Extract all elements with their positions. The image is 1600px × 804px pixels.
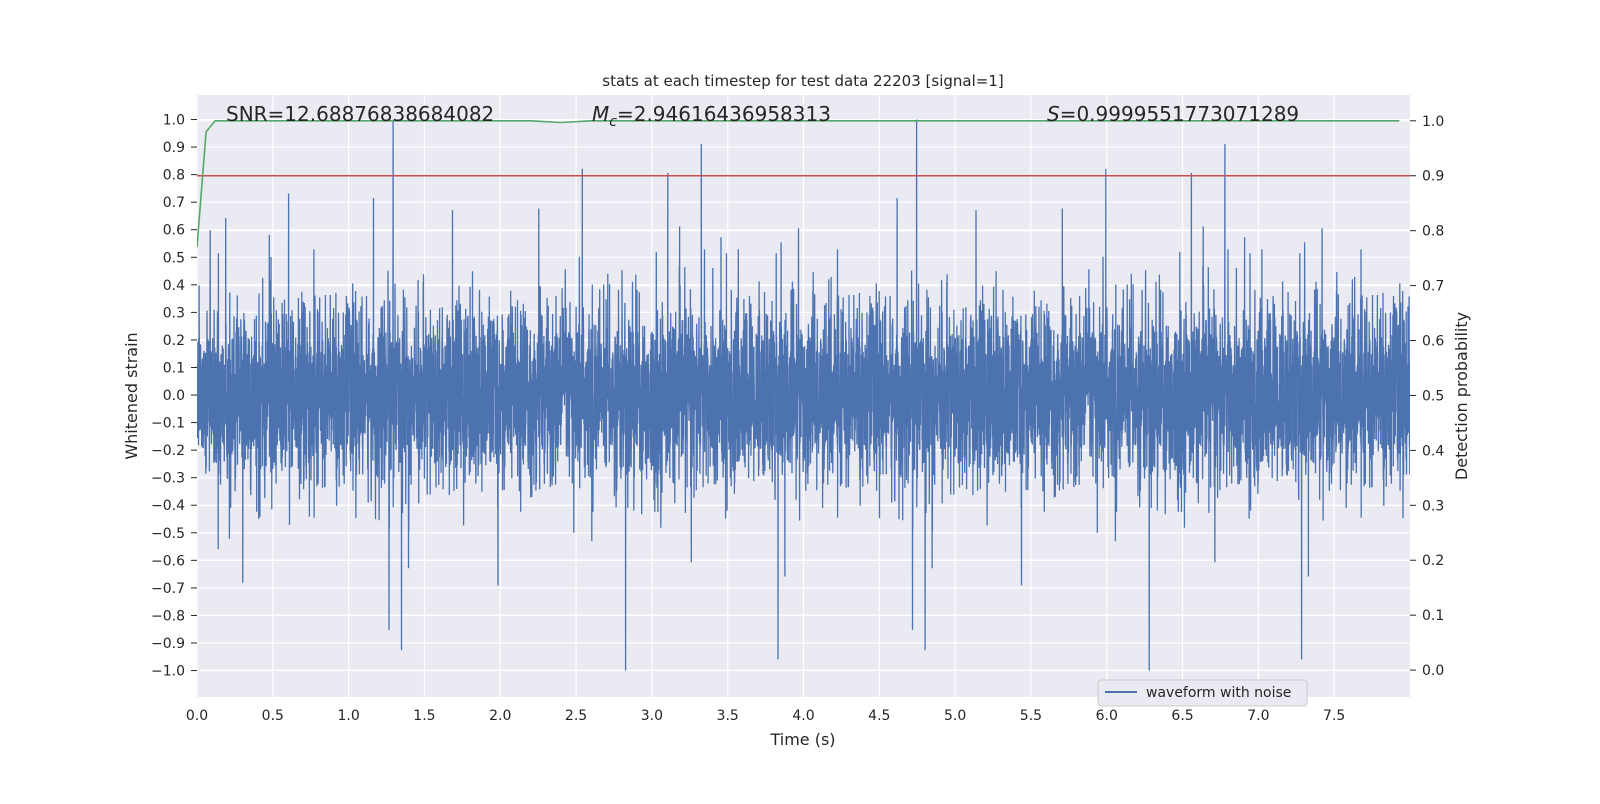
legend: waveform with noise xyxy=(1097,679,1308,707)
y-tick-label: 1.0 xyxy=(163,113,185,129)
x-tick-label: 6.0 xyxy=(1096,708,1118,724)
y-tick-label: 0.6 xyxy=(163,223,185,239)
y-tick-label: 0.3 xyxy=(163,305,185,321)
y-axis-label: Whitened strain xyxy=(122,332,141,459)
y2-tick-label: 0.4 xyxy=(1422,443,1444,459)
x-tick-label: 0.5 xyxy=(262,708,284,724)
x-tick-label: 5.0 xyxy=(944,708,966,724)
y-tick-label: −0.8 xyxy=(151,608,185,624)
y-tick-label: −0.9 xyxy=(151,636,185,652)
y-tick-label: −0.1 xyxy=(151,416,185,432)
x-tick-label: 1.0 xyxy=(337,708,359,724)
y-tick-label: 0.7 xyxy=(163,195,185,211)
s-value: =0.9999551773071289 xyxy=(1060,102,1299,126)
y-tick-label: −0.2 xyxy=(151,443,185,459)
y-tick-label: 0.0 xyxy=(163,388,185,404)
waveform-line xyxy=(197,119,1410,671)
mc-symbol: M xyxy=(592,102,609,126)
y-tick-label: 0.1 xyxy=(163,360,185,376)
y2-tick-label: 0.9 xyxy=(1422,169,1444,185)
x-tick-label: 3.0 xyxy=(641,708,663,724)
s-symbol: S xyxy=(1047,102,1060,126)
y2-axis-label: Detection probability xyxy=(1452,312,1471,480)
x-tick-label: 7.5 xyxy=(1323,708,1345,724)
y-tick-label: 0.8 xyxy=(163,168,185,184)
x-tick-label: 7.0 xyxy=(1247,708,1269,724)
x-tick-label: 0.0 xyxy=(186,708,208,724)
annotation-snr: SNR=12.68876838684082 xyxy=(226,102,494,126)
y2-tick-label: 1.0 xyxy=(1422,114,1444,130)
mc-sub: c xyxy=(609,114,617,130)
y2-tick-label: 0.6 xyxy=(1422,334,1444,350)
y2-tick-label: 0.2 xyxy=(1422,553,1444,569)
y2-tick-label: 0.3 xyxy=(1422,498,1444,514)
annotation-mc: Mc=2.94616436958313 xyxy=(592,102,831,130)
y-tick-label: −0.4 xyxy=(151,498,185,514)
x-tick-label: 4.0 xyxy=(792,708,814,724)
x-tick-label: 1.5 xyxy=(413,708,435,724)
legend-label: waveform with noise xyxy=(1146,685,1291,701)
y-tick-label: 0.5 xyxy=(163,250,185,266)
legend-box xyxy=(1097,679,1308,707)
y-tick-label: 0.2 xyxy=(163,333,185,349)
y2-tick-label: 0.0 xyxy=(1422,663,1444,679)
y-tick-label: −0.6 xyxy=(151,553,185,569)
x-tick-label: 4.5 xyxy=(868,708,890,724)
x-tick-label: 6.5 xyxy=(1171,708,1193,724)
y-tick-label: −0.3 xyxy=(151,471,185,487)
x-tick-label: 3.5 xyxy=(717,708,739,724)
x-axis-label: Time (s) xyxy=(769,730,835,749)
x-tick-label: 2.0 xyxy=(489,708,511,724)
y2-tick-label: 0.1 xyxy=(1422,608,1444,624)
y-tick-label: −1.0 xyxy=(151,664,185,680)
y-tick-label: 0.4 xyxy=(163,278,185,294)
detection-probability-line xyxy=(197,120,1400,248)
chart-title: stats at each timestep for test data 222… xyxy=(602,72,1003,90)
y2-tick-label: 0.7 xyxy=(1422,279,1444,295)
x-tick-label: 5.5 xyxy=(1020,708,1042,724)
mc-value: =2.94616436958313 xyxy=(617,102,831,126)
y-tick-label: 0.9 xyxy=(163,140,185,156)
axes: 0.0 0.5 1.0 1.5 2.0 2.5 3.0 3.5 4.0 4.5 5.0 5.5 6.0 6… xyxy=(151,113,1444,724)
y2-tick-label: 0.8 xyxy=(1422,224,1444,240)
y2-tick-label: 0.5 xyxy=(1422,388,1444,404)
y-tick-label: −0.5 xyxy=(151,526,185,542)
y-tick-label: −0.7 xyxy=(151,581,185,597)
x-tick-label: 2.5 xyxy=(565,708,587,724)
annotation-s: S=0.9999551773071289 xyxy=(1047,102,1299,126)
